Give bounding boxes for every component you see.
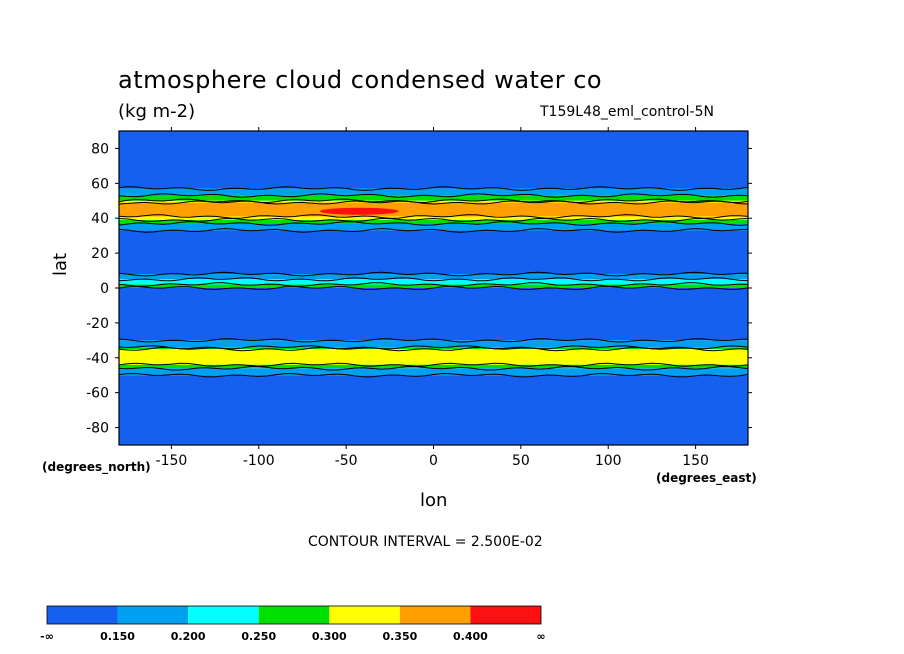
contour-line-5: [118, 217, 749, 222]
x-tick-label-1: -100: [243, 453, 275, 469]
colorbar-frame: [46, 605, 542, 625]
contour-line-7: [118, 228, 749, 233]
contour-band-8: [119, 230, 748, 275]
colorbar-swatch-5: [399, 606, 471, 624]
y-axis-units: (degrees_north): [42, 460, 151, 474]
colorbar-label-3: 0.250: [241, 630, 276, 643]
contour-band-14: [119, 347, 748, 350]
contour-line-9: [118, 277, 749, 282]
contour-line-2: [118, 198, 749, 204]
contour-band-6: [119, 219, 748, 224]
y-tick-label-4: 0: [100, 281, 109, 297]
contour-line-16: [118, 365, 749, 371]
colorbar-label-2: 0.200: [171, 630, 206, 643]
colorbar-label-7: ∞: [536, 630, 545, 643]
contour-maximum-1: [468, 206, 539, 213]
contour-band-16: [119, 364, 748, 369]
contour-line-4: [118, 214, 749, 219]
contour-band-9: [119, 274, 748, 280]
y-tick-label-7: -60: [86, 386, 109, 402]
colorbar-swatch-1: [117, 606, 189, 624]
contour-line-10: [118, 282, 749, 287]
y-tick-label-1: 60: [91, 176, 109, 192]
x-tick-label-2: -50: [335, 453, 358, 469]
contour-band-7: [119, 223, 748, 231]
colorbar-label-6: 0.400: [453, 630, 488, 643]
contour-band-0: [119, 131, 748, 189]
y-tick-label-2: 40: [91, 211, 109, 227]
contour-line-17: [118, 372, 749, 378]
y-tick-label-8: -80: [86, 421, 109, 437]
contour-maximum-0: [319, 207, 399, 215]
colorbar-swatch-3: [258, 606, 330, 624]
x-tick-label-3: 0: [429, 453, 438, 469]
contour-line-11: [118, 285, 749, 291]
x-tick-label-4: 50: [512, 453, 530, 469]
x-tick-label-6: 150: [682, 453, 709, 469]
x-tick-label-0: -150: [156, 453, 188, 469]
contour-band-11: [119, 284, 748, 288]
x-axis-units: (degrees_east): [656, 471, 757, 485]
chart-units: (kg m-2): [118, 101, 196, 122]
y-tick-label-3: 20: [91, 246, 109, 262]
contour-line-15: [118, 362, 749, 367]
colorbar-label-1: 0.150: [100, 630, 135, 643]
contour-line-6: [118, 221, 749, 226]
y-tick-label-5: -20: [86, 316, 109, 332]
y-tick-label-0: 80: [91, 141, 109, 157]
contour-band-18: [119, 375, 748, 445]
x-axis-label: lon: [420, 490, 448, 511]
colorbar-swatch-0: [47, 606, 118, 624]
contour-band-10: [119, 279, 748, 285]
contour-maximum-2: [416, 352, 486, 360]
contour-band-17: [119, 368, 748, 376]
y-tick-label-6: -40: [86, 351, 109, 367]
contour-line-1: [118, 193, 749, 198]
contour-line-3: [118, 200, 749, 205]
colorbar-label-0: -∞: [40, 630, 54, 643]
contour-band-4: [119, 202, 748, 217]
colorbar-label-4: 0.300: [312, 630, 347, 643]
contour-interval-text: CONTOUR INTERVAL = 2.500E-02: [308, 534, 543, 550]
contour-line-12: [118, 338, 749, 343]
colorbar-swatch-2: [188, 606, 259, 624]
chart-title: atmosphere cloud condensed water co: [118, 66, 603, 94]
x-tick-label-5: 100: [595, 453, 622, 469]
contour-band-12: [119, 288, 748, 341]
contour-band-1: [119, 188, 748, 196]
contour-line-14: [118, 346, 749, 352]
contour-band-13: [119, 340, 748, 348]
contour-band-2: [119, 195, 748, 201]
colorbar-swatch-4: [329, 606, 400, 624]
colorbar-swatch-6: [470, 606, 541, 624]
contour-line-8: [118, 271, 748, 277]
colorbar-label-5: 0.350: [382, 630, 417, 643]
run-label: T159L48_eml_control-5N: [540, 104, 714, 120]
contour-line-0: [118, 186, 749, 191]
